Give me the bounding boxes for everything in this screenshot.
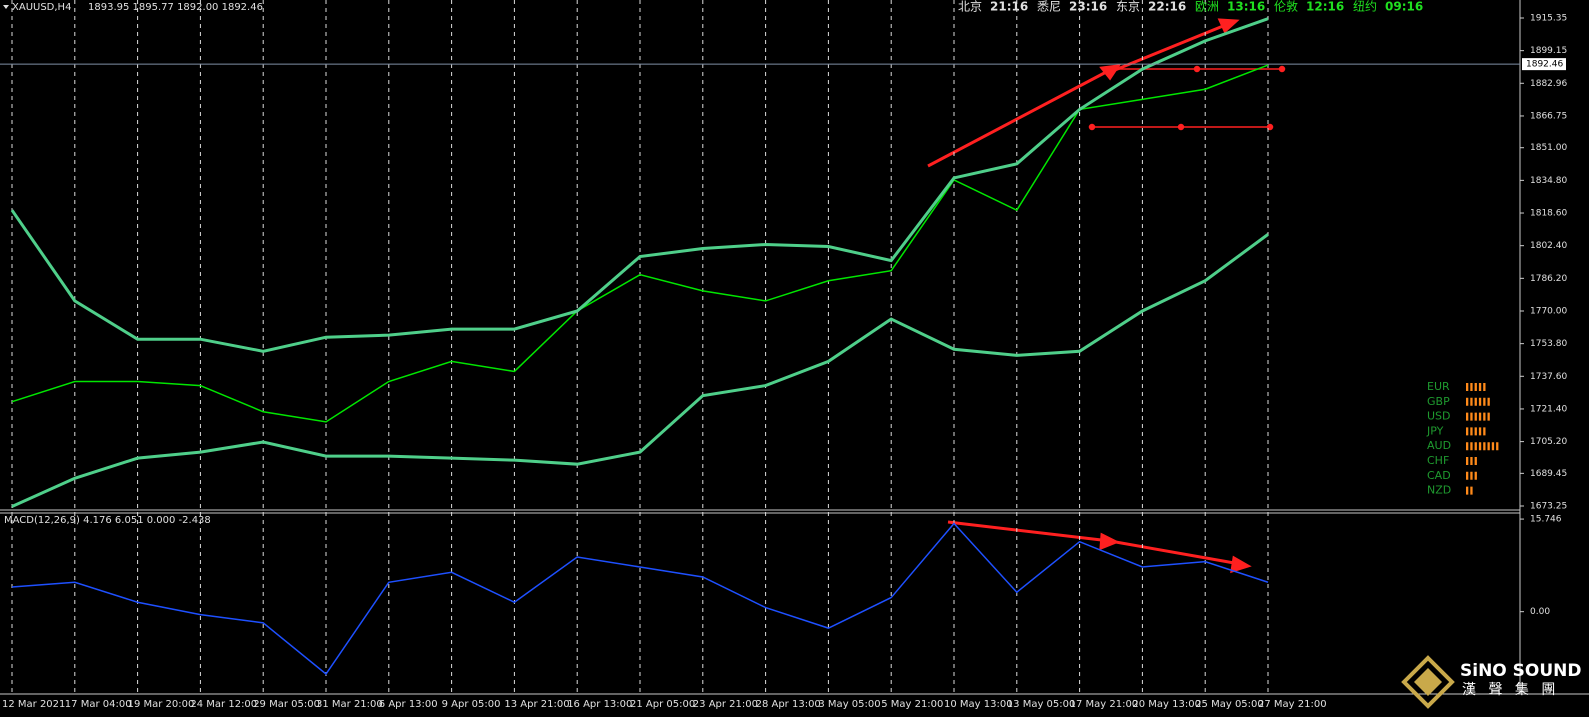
price-line <box>11 64 1269 423</box>
clock-city: 北京 <box>958 0 982 14</box>
y-tick-label: 1705.20 <box>1530 437 1567 447</box>
x-tick-label: 13 May 05:00 <box>1007 699 1076 710</box>
currency-name: CHF <box>1427 454 1449 467</box>
indicator-line <box>11 522 1269 676</box>
logo-brand: SiNO SOUND <box>1460 661 1582 681</box>
clock-time: 21:16 <box>990 0 1028 14</box>
clock-time: 09:16 <box>1385 0 1423 14</box>
clock-city: 欧洲 <box>1195 0 1219 14</box>
last-price-box <box>1522 58 1566 71</box>
currency-name: CAD <box>1427 469 1451 482</box>
x-tick-label: 29 Mar 05:00 <box>253 699 320 710</box>
y-tick-label: 1899.15 <box>1530 46 1567 56</box>
y-tick-label: 0.00 <box>1530 607 1550 617</box>
y-tick-label: 1851.00 <box>1530 143 1567 153</box>
currency-name: AUD <box>1427 439 1451 452</box>
y-tick-label: 1834.80 <box>1530 176 1567 186</box>
clock-time: 22:16 <box>1148 0 1186 14</box>
x-tick-label: 13 Apr 21:00 <box>504 699 569 710</box>
x-tick-label: 21 Apr 05:00 <box>630 699 695 710</box>
x-tick-label: 27 May 21:00 <box>1258 699 1327 710</box>
y-tick-label: 1770.00 <box>1530 306 1567 316</box>
y-tick-label: 1915.35 <box>1530 14 1567 24</box>
y-tick-label: 1818.60 <box>1530 209 1567 219</box>
currency-name: USD <box>1427 410 1451 423</box>
y-tick-label: 1753.80 <box>1530 339 1567 349</box>
x-tick-label: 19 Mar 20:00 <box>128 699 195 710</box>
clock-city: 东京 <box>1116 0 1140 14</box>
x-tick-label: 17 Mar 04:00 <box>65 699 132 710</box>
x-tick-label: 6 Apr 13:00 <box>379 699 438 710</box>
macd-title: MACD(12,26,9) 4.176 6.051 0.000 -2.438 <box>4 515 211 526</box>
y-tick-label: 1689.45 <box>1530 469 1567 479</box>
clock-time: 12:16 <box>1306 0 1344 14</box>
x-tick-label: 20 May 13:00 <box>1132 699 1201 710</box>
x-tick-label: 12 Mar 2021 <box>2 699 65 710</box>
y-tick-label: 1737.60 <box>1530 372 1567 382</box>
clock-time: 13:16 <box>1227 0 1265 14</box>
currency-name: NZD <box>1427 484 1451 497</box>
symbol: XAUUSD,H4 <box>12 2 71 13</box>
x-tick-label: 23 Apr 21:00 <box>693 699 758 710</box>
logo: SiNO SOUND 漢 聲 集 團 <box>1401 655 1582 709</box>
x-tick-label: 28 Apr 13:00 <box>756 699 821 710</box>
clock-city: 伦敦 <box>1274 0 1298 14</box>
x-tick-label: 25 May 05:00 <box>1195 699 1264 710</box>
logo-sub: 漢 聲 集 團 <box>1462 681 1559 698</box>
x-tick-label: 31 Mar 21:00 <box>316 699 383 710</box>
x-tick-label: 10 May 13:00 <box>944 699 1013 710</box>
y-tick-label: 1673.25 <box>1530 502 1567 512</box>
currency-name: GBP <box>1427 395 1450 408</box>
x-tick-label: 3 May 05:00 <box>818 699 880 710</box>
last-price-label: 1892.46 <box>1526 60 1563 70</box>
currency-name: EUR <box>1427 380 1450 393</box>
indicator-line <box>11 233 1269 508</box>
menu-icon[interactable] <box>3 5 9 9</box>
x-tick-label: 5 May 21:00 <box>881 699 943 710</box>
y-tick-label: 1866.75 <box>1530 111 1567 121</box>
y-tick-label: 1802.40 <box>1530 241 1567 251</box>
x-tick-label: 9 Apr 05:00 <box>442 699 501 710</box>
level-lines <box>1088 65 1286 131</box>
ohlc: 1893.95 1895.77 1892.00 1892.46 <box>88 2 263 13</box>
x-tick-label: 24 Mar 12:00 <box>190 699 257 710</box>
indicator-line <box>10 17 1269 353</box>
x-tick-label: 17 May 21:00 <box>1070 699 1139 710</box>
clock-city: 纽约 <box>1353 0 1377 14</box>
y-tick-label: 1786.20 <box>1530 274 1567 284</box>
y-tick-label: 1882.96 <box>1530 79 1567 89</box>
clock-city: 悉尼 <box>1037 0 1061 14</box>
y-tick-label: 15.746 <box>1530 515 1562 525</box>
x-tick-label: 16 Apr 13:00 <box>567 699 632 710</box>
clock-time: 23:16 <box>1069 0 1107 14</box>
y-tick-label: 1721.40 <box>1530 404 1567 414</box>
annotations <box>927 18 1252 574</box>
currency-name: JPY <box>1426 424 1444 437</box>
